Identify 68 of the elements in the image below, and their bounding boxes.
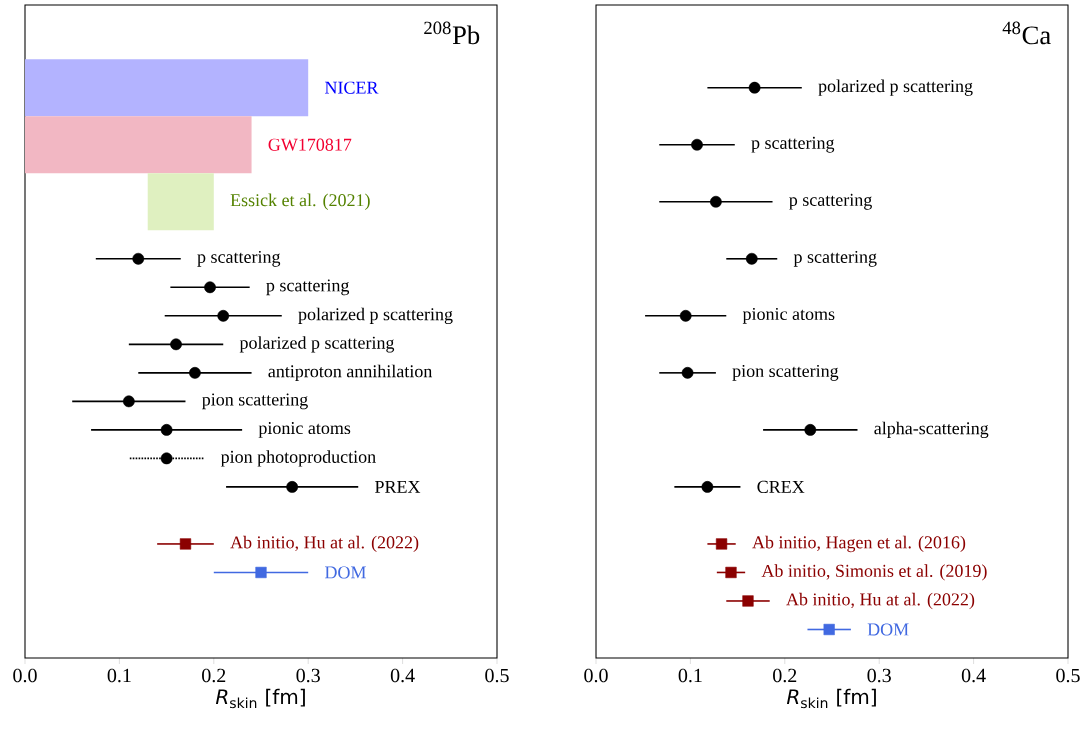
chart-title: $^{48}$Ca [1002,21,1051,45]
category-label: NICER [324,81,379,94]
bar [147,173,214,231]
category-label: pion photoproduction [220,450,376,467]
category-label: polarized p scattering [818,79,973,96]
bar [25,116,252,174]
category-label: Ab initio, Simonis et al. (2019) [761,564,987,581]
x-tick-label: 0.0 [13,668,37,683]
point [132,252,145,265]
point [691,138,703,151]
point [725,566,737,579]
category-label: DOM [324,566,366,579]
x-tick-label: 0.3 [867,668,891,683]
point [742,595,754,607]
category-label: pionic atoms [258,422,351,438]
point [255,566,267,579]
x-axis-title: R$_{skin}$ [fm] [215,688,305,709]
category-label: antiproton annihilation [268,364,433,382]
category-label: Essick et al. (2021) [230,193,370,210]
category-label: CREX [757,480,805,493]
category-label: PREX [375,481,421,493]
x-tick-label: 0.3 [296,668,320,683]
x-axis-title: R$_{skin}$ [fm] [786,688,876,709]
x-tick-label: 0.4 [961,668,986,683]
category-label: polarized p scattering [239,336,395,353]
point [160,452,173,465]
x-tick-label: 0.4 [390,668,415,683]
category-label: pion scattering [732,364,839,381]
x-tick-label: 0.5 [1056,668,1080,683]
point [715,538,728,550]
x-tick-label: 0.2 [202,668,226,683]
x-tick-label: 0.1 [107,668,131,683]
point [823,623,835,636]
category-label: GW170817 [268,138,352,151]
category-label: pion scattering [202,393,308,410]
category-label: Ab initio, Hu at al. (2022) [230,535,419,553]
point [217,309,230,322]
category-label: Ab initio, Hu at al. (2022) [786,592,975,610]
point [679,309,692,322]
x-tick-label: 0.1 [678,668,702,683]
x-tick-label: 0.0 [584,668,608,683]
point [122,395,135,408]
bar [25,59,309,117]
point [160,424,173,436]
point [681,366,694,379]
category-label: pionic atoms [742,307,835,324]
category-label: DOM [867,623,909,636]
point [179,538,192,550]
point [804,424,817,436]
point [170,338,182,351]
point [748,81,761,94]
point [701,481,714,493]
category-label: p scattering [197,250,281,267]
point [204,281,216,294]
chart-title: $^{208}$Pb [424,21,480,45]
category-label: p scattering [793,250,877,267]
x-tick-label: 0.5 [485,668,509,683]
category-label: alpha-scattering [874,421,989,439]
category-label: polarized p scattering [298,307,453,325]
point [286,481,299,493]
point [710,195,722,208]
category-label: p scattering [751,136,835,153]
category-label: p scattering [789,193,872,210]
x-tick-label: 0.2 [773,668,797,683]
category-label: Ab initio, Hagen et al. (2016) [752,535,966,553]
point [189,366,201,379]
category-label: p scattering [266,279,350,296]
point [745,252,758,265]
